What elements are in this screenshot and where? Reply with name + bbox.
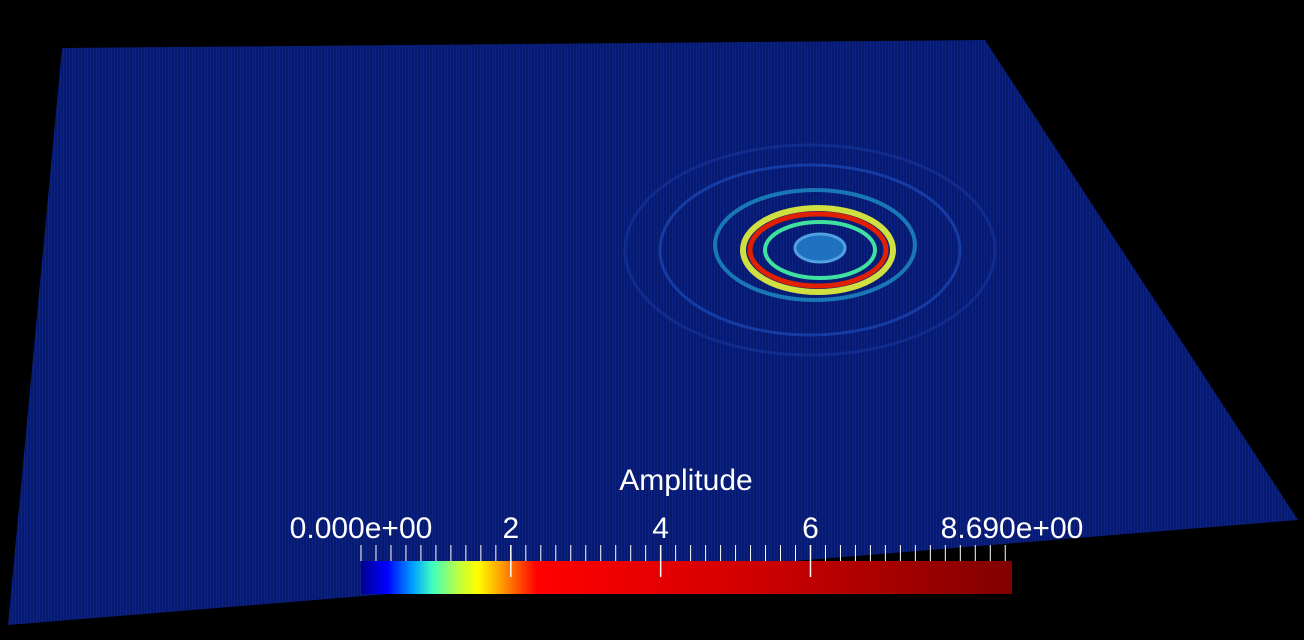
max-label: 8.690e+00 bbox=[941, 512, 1084, 545]
min-label: 0.000e+00 bbox=[290, 512, 433, 545]
colorbar bbox=[361, 561, 1012, 594]
tick-label: 4 bbox=[652, 512, 669, 545]
tick-label: 6 bbox=[802, 512, 819, 545]
colorbar-title: Amplitude bbox=[619, 464, 752, 497]
tick-label: 2 bbox=[502, 512, 519, 545]
viewport: Amplitude 2 4 6 0.000e+00 8.690e+00 bbox=[0, 0, 1304, 640]
